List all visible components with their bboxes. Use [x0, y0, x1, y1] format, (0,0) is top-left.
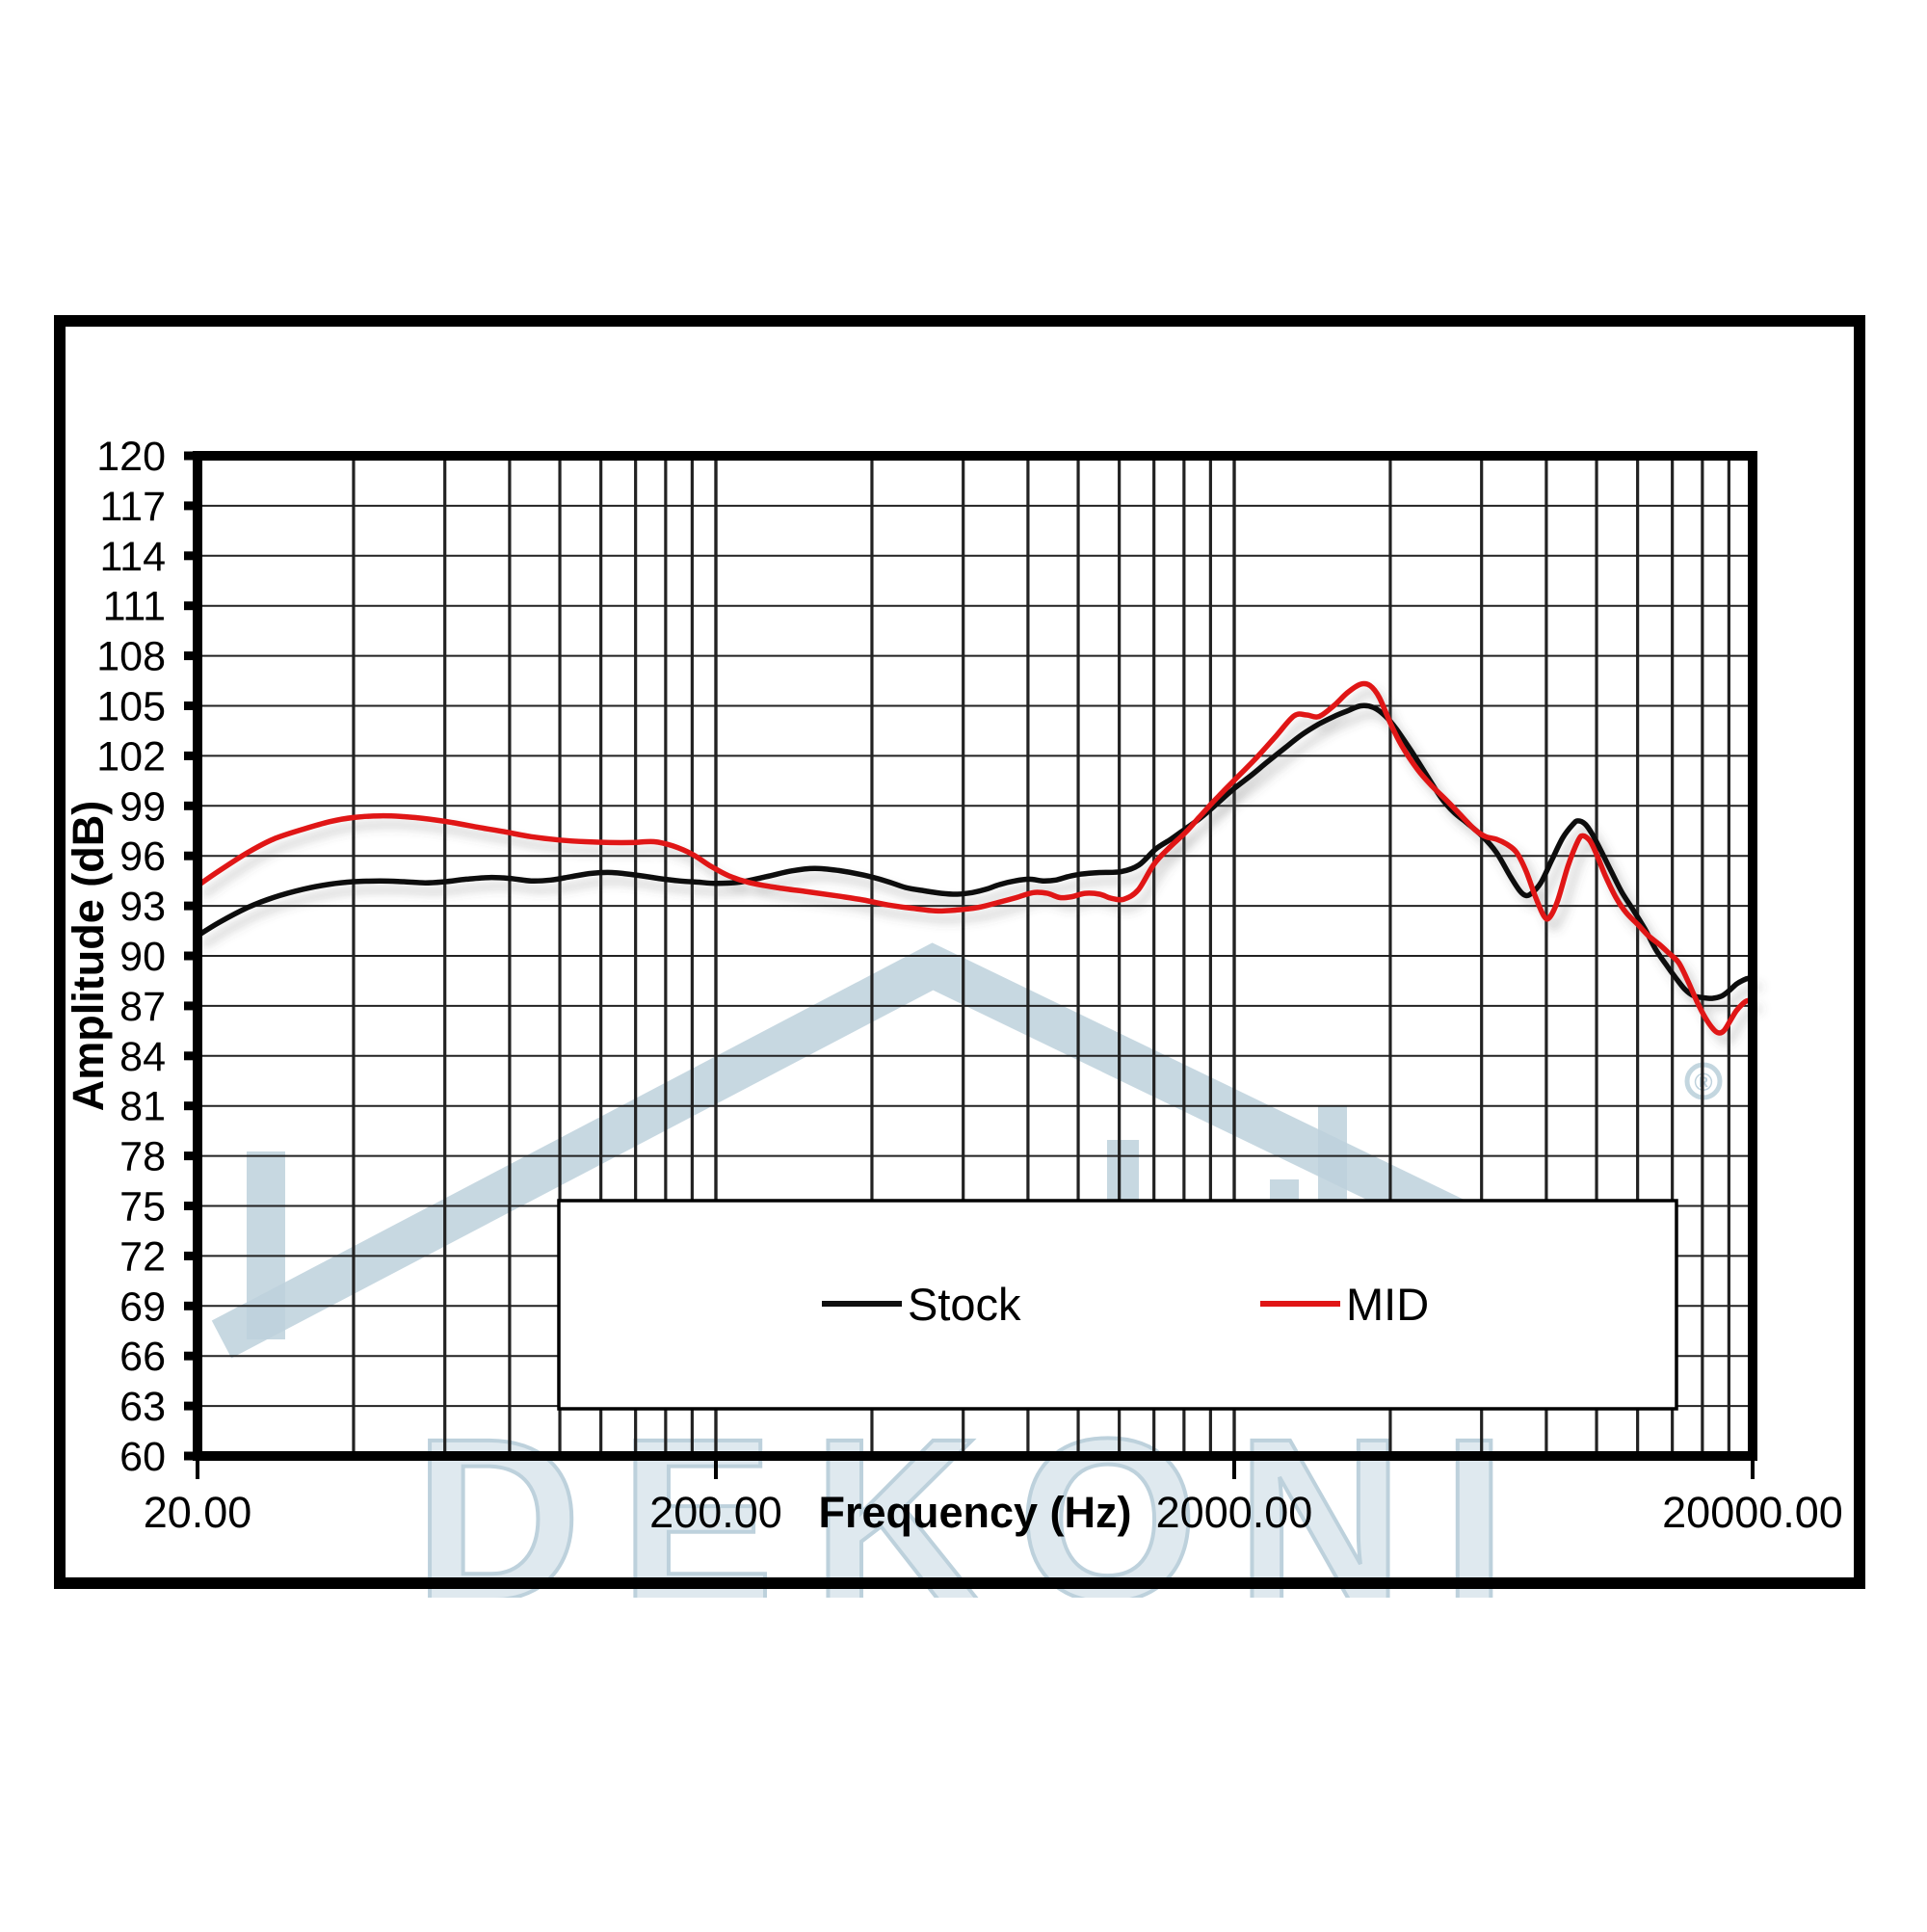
y-tick-label: 69 [119, 1284, 166, 1330]
y-tick-mark [184, 701, 195, 710]
y-tick-label: 81 [119, 1084, 166, 1130]
y-tick-mark [184, 1251, 195, 1260]
legend-item-stock: Stock [822, 1279, 1021, 1330]
y-tick-mark [184, 551, 195, 561]
y-tick-label: 87 [119, 984, 166, 1030]
legend-box [557, 1199, 1678, 1411]
legend-label: Stock [908, 1279, 1021, 1330]
y-tick-mark [184, 1051, 195, 1061]
legend-item-mid: MID [1260, 1279, 1429, 1330]
axis-labels: 1201171141111081051029996939087848178757… [64, 434, 1843, 1537]
y-tick-mark [184, 1151, 195, 1161]
x-tick-label: 20000.00 [1662, 1488, 1843, 1537]
y-tick-mark [184, 1351, 195, 1361]
y-tick-mark [184, 651, 195, 661]
y-tick-label: 96 [119, 834, 166, 880]
y-tick-mark [184, 1301, 195, 1310]
y-tick-label: 72 [119, 1233, 166, 1280]
y-tick-label: 84 [119, 1034, 166, 1080]
legend: Stock MID [557, 1199, 1678, 1411]
y-tick-mark [184, 751, 195, 760]
watermark-roof-icon [211, 942, 1479, 1359]
y-tick-mark [184, 801, 195, 810]
y-tick-mark [184, 1101, 195, 1111]
watermark-text: DEKONI [414, 1390, 1544, 1649]
legend-label: MID [1346, 1279, 1429, 1330]
y-tick-mark [184, 851, 195, 860]
dekoni-watermark: ®DEKONI [211, 942, 1723, 1649]
x-axis-title: Frequency (Hz) [818, 1488, 1131, 1537]
y-tick-mark [184, 1451, 195, 1461]
y-tick-label: 90 [119, 934, 166, 980]
x-tick-label: 200.00 [649, 1488, 782, 1537]
plot-border [193, 451, 1757, 1461]
axis-ticks [184, 451, 1755, 1479]
watermark-bar-icon [247, 1151, 285, 1339]
y-tick-label: 78 [119, 1134, 166, 1180]
y-tick-label: 105 [96, 684, 166, 730]
y-tick-mark [184, 1001, 195, 1011]
x-tick-label: 2000.00 [1156, 1488, 1313, 1537]
data-series [195, 680, 1755, 1036]
y-axis-title: Amplitude (dB) [64, 801, 113, 1111]
y-tick-label: 63 [119, 1384, 166, 1430]
y-tick-mark [184, 501, 195, 511]
figure-border [54, 315, 1865, 1589]
watermark-bar-icon [1318, 1106, 1347, 1212]
y-tick-label: 102 [96, 733, 166, 780]
y-tick-label: 108 [96, 634, 166, 680]
y-tick-label: 66 [119, 1334, 166, 1380]
y-tick-label: 75 [119, 1184, 166, 1231]
y-tick-mark [184, 1401, 195, 1411]
y-tick-mark [184, 451, 195, 461]
x-tick-label: 20.00 [144, 1488, 252, 1537]
y-tick-label: 99 [119, 783, 166, 830]
y-tick-mark [184, 601, 195, 611]
y-tick-label: 111 [103, 584, 166, 630]
y-tick-label: 114 [99, 534, 166, 580]
y-tick-mark [184, 1202, 195, 1210]
y-tick-label: 120 [96, 434, 166, 480]
y-tick-mark [184, 951, 195, 961]
y-tick-label: 60 [119, 1434, 166, 1480]
mid-curve [195, 680, 1755, 1036]
y-tick-mark [184, 901, 195, 911]
y-tick-label: 93 [119, 884, 166, 930]
y-tick-label: 117 [99, 484, 166, 530]
